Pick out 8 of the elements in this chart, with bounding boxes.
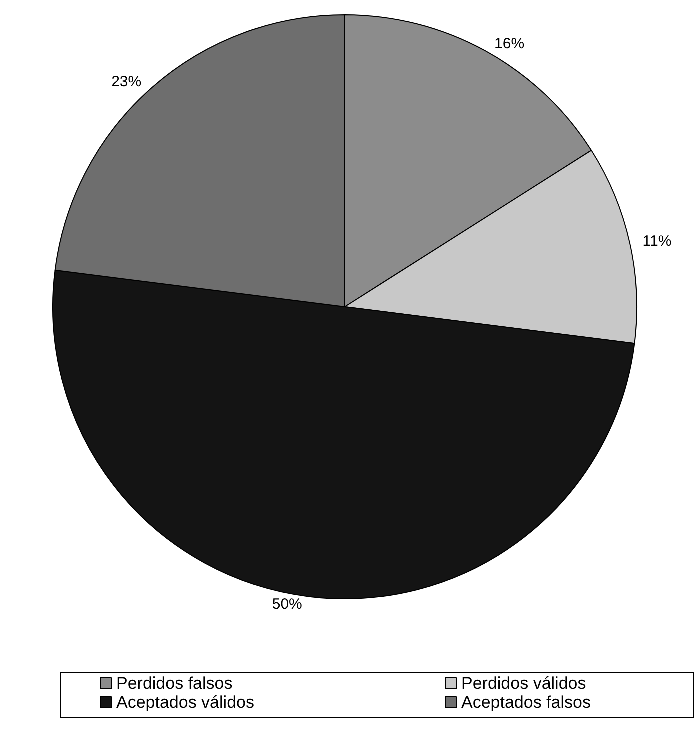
- data-label: 11%: [642, 233, 672, 250]
- data-label: 16%: [494, 36, 525, 53]
- legend-label: Aceptados válidos: [116, 693, 254, 712]
- legend-label: Aceptados falsos: [462, 693, 591, 712]
- data-label: 23%: [112, 73, 142, 90]
- legend-label: Perdidos válidos: [462, 674, 586, 693]
- legend-label: Perdidos falsos: [116, 674, 233, 693]
- data-label: 50%: [272, 596, 302, 614]
